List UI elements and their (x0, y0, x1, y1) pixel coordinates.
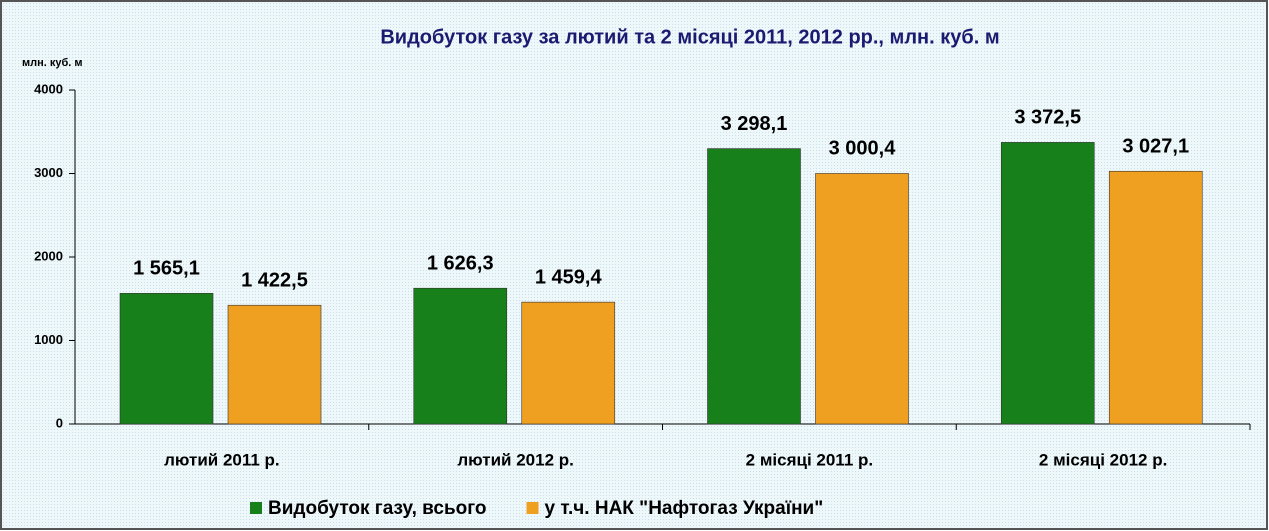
data-label: 1 626,3 (427, 252, 494, 274)
y-tick-label: 1000 (34, 332, 63, 347)
data-label: 1 459,4 (535, 266, 603, 288)
legend-swatch (250, 502, 262, 514)
chart-title: Видобуток газу за лютий та 2 місяці 2011… (380, 26, 999, 48)
x-tick-label: 2 місяці 2011 р. (746, 450, 873, 469)
y-tick-label: 2000 (34, 248, 63, 263)
y-tick-label: 3000 (34, 165, 63, 180)
bar-shade (1000, 142, 1095, 425)
x-tick-label: лютий 2012 р. (457, 450, 574, 469)
bar-shade (1108, 170, 1203, 425)
y-tick-label: 0 (56, 415, 63, 430)
bar-shade (707, 148, 801, 425)
bar-shade (521, 301, 616, 425)
y-tick-label: 4000 (34, 81, 63, 96)
bar-shade (227, 304, 322, 425)
legend-swatch (526, 502, 539, 514)
legend-label: у т.ч. НАК "Нафтогаз України" (545, 498, 824, 519)
data-label: 3 000,4 (829, 138, 897, 160)
data-label: 3 027,1 (1122, 136, 1189, 158)
bar-shade (815, 173, 909, 425)
data-label: 3 298,1 (721, 113, 788, 135)
data-label: 3 372,5 (1014, 107, 1081, 129)
bar-shade (413, 287, 508, 425)
data-label: 1 565,1 (133, 258, 200, 280)
legend-label: Видобуток газу, всього (268, 498, 487, 519)
data-label: 1 422,5 (241, 270, 308, 292)
y-axis-label: млн. куб. м (22, 57, 83, 69)
x-tick-label: лютий 2011 р. (164, 450, 280, 469)
bar-shade (119, 293, 214, 425)
x-tick-label: 2 місяці 2012 р. (1039, 450, 1167, 469)
